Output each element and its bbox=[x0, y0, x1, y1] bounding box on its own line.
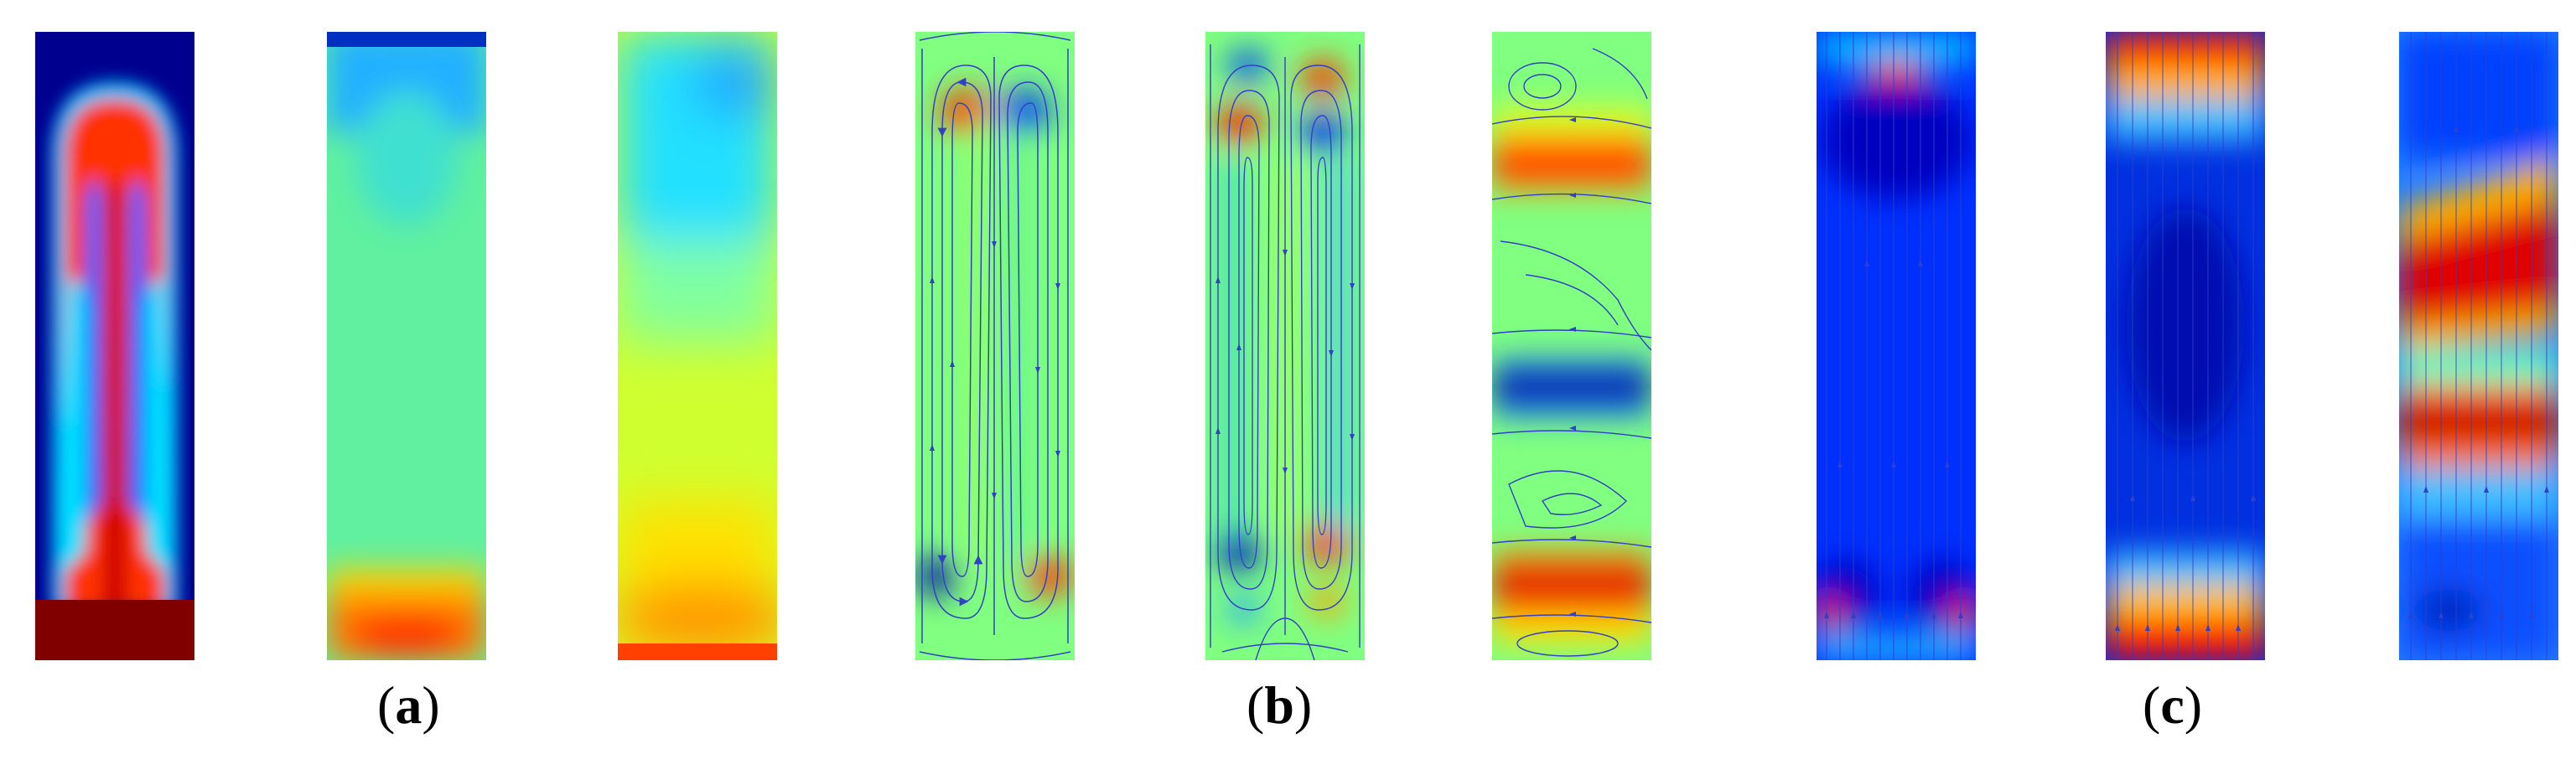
panel-b2-vorticity-streamlines bbox=[1205, 32, 1365, 660]
caption-c: (c) bbox=[2143, 675, 2203, 735]
caption-c-letter: c bbox=[2160, 675, 2185, 735]
panel-c1-field-streamlines bbox=[1817, 32, 1976, 660]
panel-a3-concentration-field bbox=[618, 32, 777, 660]
panel-b1-vorticity-streamlines bbox=[915, 32, 1075, 660]
caption-b: (b) bbox=[1247, 675, 1313, 735]
caption-b-letter: b bbox=[1264, 675, 1294, 735]
panel-a1-temperature-plume bbox=[35, 32, 194, 660]
caption-a: (a) bbox=[377, 675, 440, 735]
panel-c2-field-streamlines bbox=[2106, 32, 2265, 660]
panel-c3-field-streamlines bbox=[2399, 32, 2558, 660]
caption-a-letter: a bbox=[395, 675, 422, 735]
panel-b3-vorticity-streamlines bbox=[1492, 32, 1651, 660]
panel-a2-concentration-field bbox=[327, 32, 486, 660]
